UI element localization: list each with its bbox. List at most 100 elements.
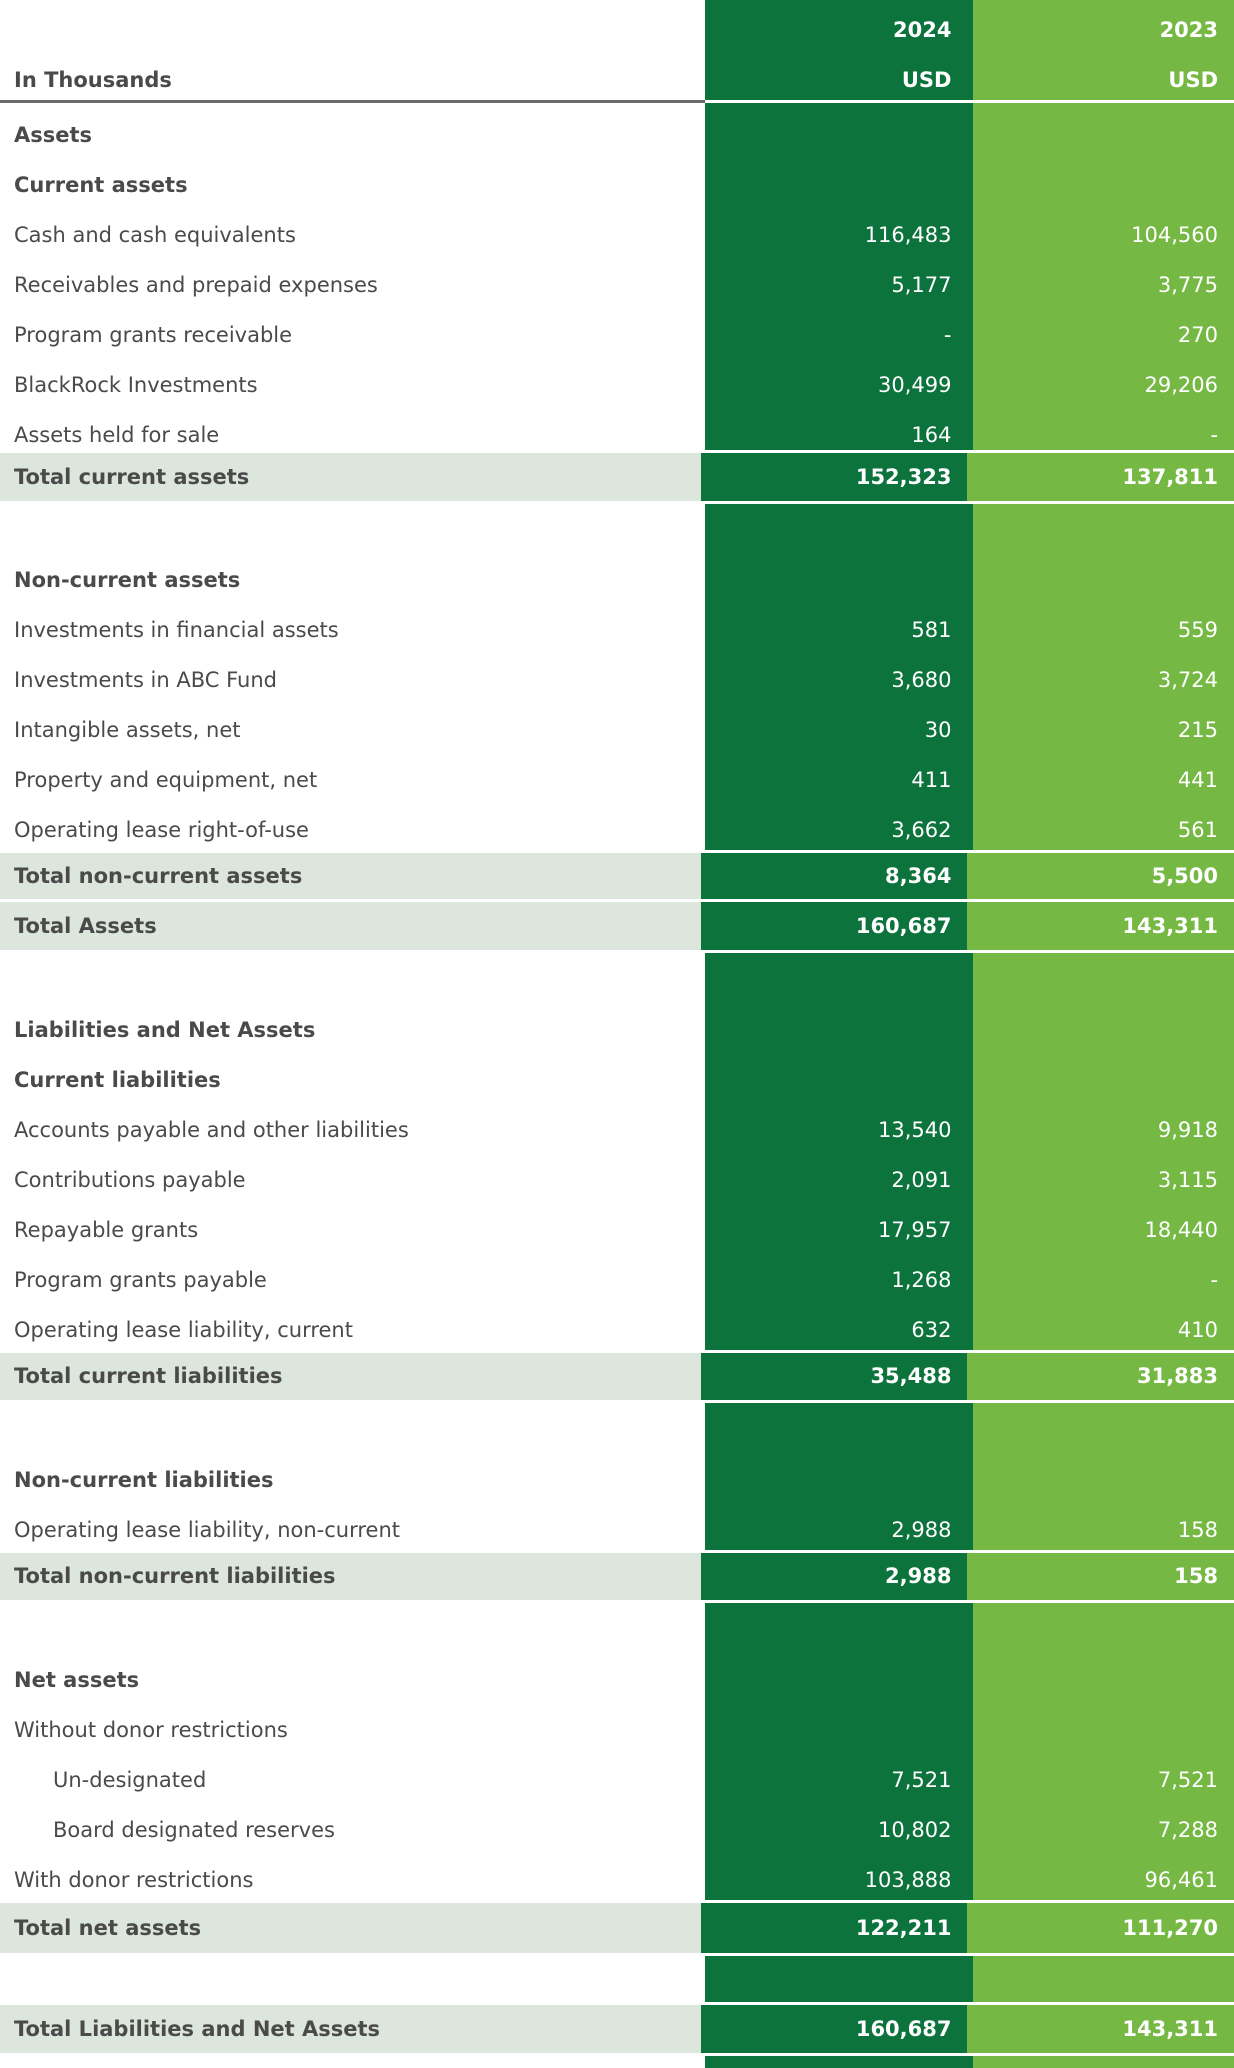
value-2023: 18,440 (1144, 1217, 1219, 1242)
column-2024-background (705, 0, 973, 2068)
total-row: Total non-current assets 8,364 5,500 (0, 850, 1234, 902)
total-row: Total non-current liabilities 2,988 158 (0, 1550, 1234, 1603)
value-2023: 96,461 (1144, 1867, 1219, 1892)
section-heading: Current assets (14, 172, 188, 197)
row-label: Board designated reserves (53, 1817, 335, 1842)
section-heading: Net assets (14, 1667, 140, 1692)
value-2023: 9,918 (1157, 1117, 1219, 1142)
table-row: Operating lease liability, non-current 2… (0, 1505, 1234, 1555)
total-value-2024: 160,687 (700, 2005, 968, 2053)
value-2023: 29,206 (1144, 372, 1219, 397)
table-row: Repayable grants 17,957 18,440 (0, 1205, 1234, 1255)
row-label: BlackRock Investments (14, 372, 258, 397)
row-label: Investments in ABC Fund (14, 667, 278, 692)
table-row: Contributions payable 2,091 3,115 (0, 1155, 1234, 1205)
value-2024: 164 (911, 422, 952, 447)
row-label: Receivables and prepaid expenses (14, 272, 378, 297)
table-row: Un-designated 7,521 7,521 (0, 1755, 1234, 1805)
table-row: Intangible assets, net 30 215 (0, 705, 1234, 755)
section-heading: Assets (14, 122, 93, 147)
table-row: BlackRock Investments 30,499 29,206 (0, 360, 1234, 410)
total-value-2024: 2,988 (700, 1553, 968, 1600)
row-label: Operating lease right-of-use (14, 817, 309, 842)
table-row: With donor restrictions 103,888 96,461 (0, 1855, 1234, 1905)
header-currency-2023: USD (1168, 67, 1219, 92)
row-label: Contributions payable (14, 1167, 246, 1192)
total-row: Total Assets 160,687 143,311 (0, 899, 1234, 953)
table-row: Investments in financial assets 581 559 (0, 605, 1234, 655)
total-value-2023: 143,311 (967, 2005, 1234, 2053)
value-2024: 1,268 (891, 1267, 952, 1292)
total-value-2024: 122,211 (700, 1903, 968, 1953)
header-column-divider (705, 100, 1234, 103)
total-value-2024: 160,687 (700, 902, 968, 950)
value-2023: - (1210, 422, 1219, 447)
total-label: Total net assets (0, 1903, 701, 1953)
header-year-2024: 2024 (893, 17, 952, 42)
table-row: Property and equipment, net 411 441 (0, 755, 1234, 805)
value-2024: 10,802 (878, 1817, 952, 1842)
table-row: Cash and cash equivalents 116,483 104,56… (0, 210, 1234, 260)
total-value-2023: 143,311 (967, 902, 1234, 950)
table-row: Investments in ABC Fund 3,680 3,724 (0, 655, 1234, 705)
section-heading: Non-current assets (14, 567, 241, 592)
value-2023: 270 (1177, 322, 1219, 347)
total-row: Total current liabilities 35,488 31,883 (0, 1350, 1234, 1403)
value-2024: - (943, 322, 952, 347)
value-2024: 116,483 (864, 222, 952, 247)
unit-label: In Thousands (14, 67, 172, 92)
value-2024: 3,662 (891, 817, 952, 842)
value-2024: 411 (911, 767, 952, 792)
value-2024: 30 (924, 717, 952, 742)
total-value-2024: 35,488 (700, 1353, 968, 1400)
value-2023: 7,288 (1157, 1817, 1218, 1842)
total-label: Total non-current assets (0, 853, 701, 899)
value-2023: 158 (1177, 1517, 1219, 1542)
value-2024: 2,091 (891, 1167, 952, 1192)
table-row: Accounts payable and other liabilities 1… (0, 1105, 1234, 1155)
table-row: Operating lease right-of-use 3,662 561 (0, 805, 1234, 855)
row-label: Accounts payable and other liabilities (14, 1117, 409, 1142)
row-label: With donor restrictions (14, 1867, 254, 1892)
total-value-2023: 137,811 (967, 453, 1234, 501)
row-label: Assets held for sale (14, 422, 220, 447)
value-2024: 632 (911, 1317, 952, 1342)
header-currency-2024: USD (901, 67, 952, 92)
value-2024: 581 (911, 617, 952, 642)
row-label: Property and equipment, net (14, 767, 318, 792)
total-row: Total Liabilities and Net Assets 160,687… (0, 2002, 1234, 2056)
section-heading: Current liabilities (14, 1067, 221, 1092)
row-label: Repayable grants (14, 1217, 199, 1242)
value-2023: 561 (1177, 817, 1219, 842)
row-label: Cash and cash equivalents (14, 222, 296, 247)
total-label: Total current liabilities (0, 1353, 701, 1400)
total-value-2023: 31,883 (967, 1353, 1234, 1400)
total-value-2023: 158 (967, 1553, 1234, 1600)
total-value-2023: 5,500 (967, 853, 1234, 899)
value-2023: 441 (1177, 767, 1219, 792)
value-2023: 215 (1177, 717, 1219, 742)
value-2024: 3,680 (891, 667, 952, 692)
column-2023-background (973, 0, 1234, 2068)
value-2023: 559 (1177, 617, 1219, 642)
table-row: Operating lease liability, current 632 4… (0, 1305, 1234, 1355)
value-2024: 30,499 (878, 372, 952, 397)
section-heading: Liabilities and Net Assets (14, 1017, 316, 1042)
value-2024: 5,177 (891, 272, 952, 297)
value-2023: 7,521 (1157, 1767, 1218, 1792)
row-label: Investments in financial assets (14, 617, 339, 642)
row-label: Program grants payable (14, 1267, 267, 1292)
value-2023: 3,775 (1157, 272, 1219, 297)
value-2023: 410 (1177, 1317, 1219, 1342)
header-year-2023: 2023 (1159, 17, 1219, 42)
value-2023: 104,560 (1131, 222, 1219, 247)
total-label: Total non-current liabilities (0, 1553, 701, 1600)
table-row: Receivables and prepaid expenses 5,177 3… (0, 260, 1234, 310)
row-label: Program grants receivable (14, 322, 293, 347)
total-row: Total current assets 152,323 137,811 (0, 450, 1234, 504)
table-row: Assets held for sale 164 - (0, 410, 1234, 460)
row-label: Operating lease liability, non-current (14, 1517, 401, 1542)
total-value-2024: 8,364 (700, 853, 968, 899)
header-unit-row: In Thousands USD USD (0, 60, 1234, 100)
